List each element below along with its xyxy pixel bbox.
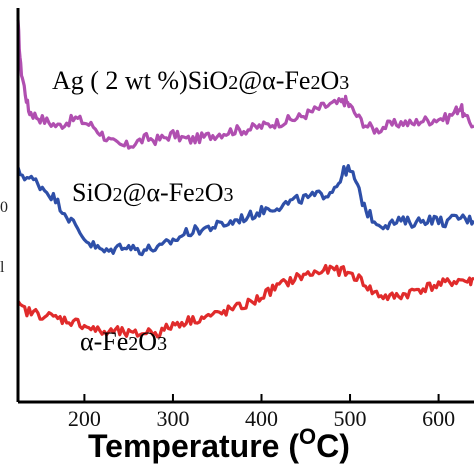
x-tick-label: 300 (156, 406, 189, 431)
left-edge-fragment-1: 0 (0, 199, 8, 216)
series-layer (16, 19, 474, 339)
x-axis-ticks: 200 300 400 500 600 (68, 394, 455, 431)
axis-frame (16, 8, 474, 404)
series-label-2: SiO2@α-Fe2O3 (72, 178, 233, 207)
series-line-3 (16, 264, 474, 339)
x-tick-label: 600 (422, 406, 455, 431)
x-tick-label: 500 (334, 406, 367, 431)
x-tick-label: 400 (245, 406, 278, 431)
series-label-1: Ag ( 2 wt %)SiO2@α-Fe2O3 (52, 66, 349, 95)
x-axis-title: Temperature (OC) (88, 424, 350, 464)
series-label-3: α-Fe2O3 (80, 327, 167, 356)
series-labels: Ag ( 2 wt %)SiO2@α-Fe2O3 SiO2@α-Fe2O3 α-Fe… (52, 66, 349, 356)
x-axis-title-end: C) (316, 428, 350, 464)
x-axis-title-main: Temperature ( (88, 428, 299, 464)
left-edge-fragment-2: l (0, 259, 5, 276)
series-line-2 (16, 164, 474, 257)
x-axis-title-superscript: O (299, 424, 316, 449)
series-line-1 (16, 19, 474, 150)
x-tick-label: 200 (68, 406, 101, 431)
